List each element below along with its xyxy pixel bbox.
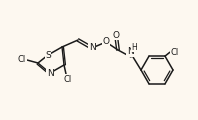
Text: O: O (103, 37, 109, 46)
Text: Cl: Cl (171, 48, 179, 57)
Text: S: S (45, 51, 51, 60)
Text: Cl: Cl (18, 55, 26, 65)
Text: N: N (127, 48, 133, 57)
Text: N: N (47, 69, 53, 78)
Text: H: H (131, 42, 137, 51)
Text: Cl: Cl (64, 75, 72, 84)
Text: O: O (112, 30, 120, 39)
Text: N: N (89, 44, 95, 53)
